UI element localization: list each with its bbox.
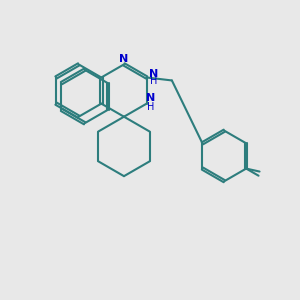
Text: H: H: [147, 102, 154, 112]
Text: H: H: [150, 76, 157, 86]
Text: N: N: [119, 54, 129, 64]
Text: N: N: [149, 69, 158, 79]
Text: N: N: [146, 93, 155, 103]
